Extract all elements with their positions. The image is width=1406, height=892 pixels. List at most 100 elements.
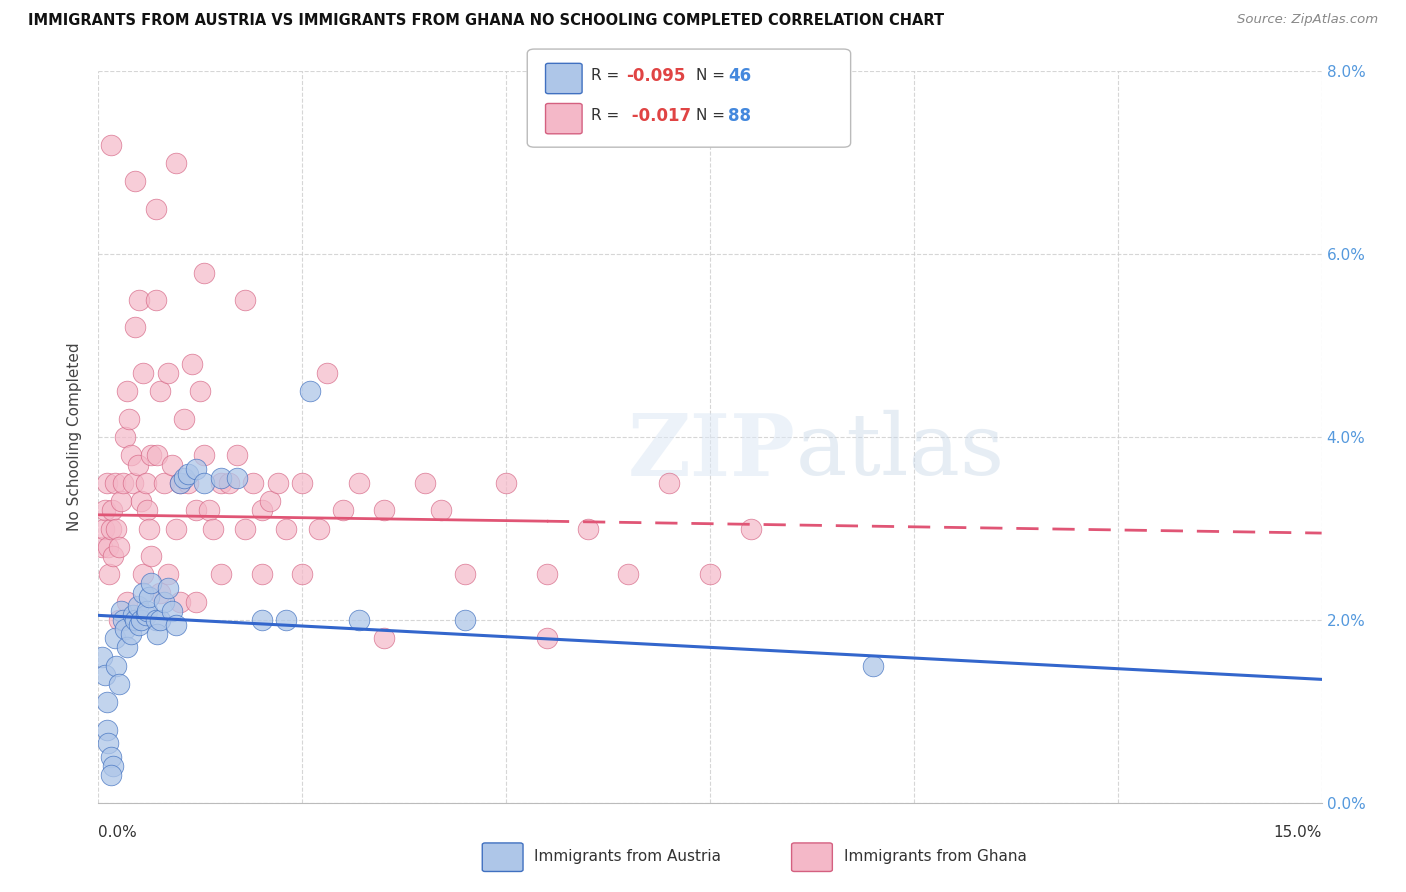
- Point: [209, 567, 232, 582]
- Point: [91, 540, 114, 554]
- Text: R =: R =: [591, 69, 624, 83]
- Text: Immigrants from Ghana: Immigrants from Ghana: [844, 849, 1026, 863]
- Text: 46: 46: [728, 67, 751, 85]
- Point: [233, 293, 256, 307]
- Point: [121, 608, 143, 623]
- Point: [332, 503, 354, 517]
- Point: [226, 449, 249, 463]
- Point: [115, 594, 138, 608]
- Point: [430, 503, 453, 517]
- Point: [124, 613, 146, 627]
- Point: [152, 594, 174, 608]
- Point: [349, 613, 371, 627]
- Point: [93, 521, 115, 535]
- Point: [250, 613, 273, 627]
- Point: [138, 521, 160, 535]
- Text: IMMIGRANTS FROM AUSTRIA VS IMMIGRANTS FROM GHANA NO SCHOOLING COMPLETED CORRELAT: IMMIGRANTS FROM AUSTRIA VS IMMIGRANTS FR…: [28, 13, 945, 29]
- Point: [862, 658, 884, 673]
- Point: [104, 475, 127, 490]
- Text: Immigrants from Austria: Immigrants from Austria: [534, 849, 721, 863]
- Point: [315, 366, 337, 380]
- Point: [165, 617, 187, 632]
- Point: [100, 137, 122, 152]
- Point: [101, 503, 124, 517]
- Point: [165, 521, 187, 535]
- Point: [100, 750, 122, 764]
- Point: [188, 384, 212, 399]
- Point: [146, 449, 169, 463]
- Point: [135, 608, 157, 623]
- Point: [160, 458, 183, 472]
- Point: [274, 521, 297, 535]
- Point: [193, 266, 215, 280]
- Point: [128, 293, 150, 307]
- Text: Source: ZipAtlas.com: Source: ZipAtlas.com: [1237, 13, 1378, 27]
- Point: [250, 567, 273, 582]
- Point: [242, 475, 264, 490]
- Point: [91, 649, 114, 664]
- Point: [274, 613, 297, 627]
- Point: [132, 585, 155, 599]
- Point: [299, 384, 322, 399]
- Text: N =: N =: [696, 109, 730, 123]
- Point: [104, 632, 127, 646]
- Point: [111, 475, 134, 490]
- Point: [576, 521, 599, 535]
- Point: [617, 567, 640, 582]
- Point: [141, 449, 163, 463]
- Point: [658, 475, 681, 490]
- Point: [128, 617, 150, 632]
- Point: [132, 567, 155, 582]
- Point: [169, 594, 191, 608]
- Point: [105, 658, 128, 673]
- Point: [94, 503, 117, 517]
- Point: [308, 521, 330, 535]
- Y-axis label: No Schooling Completed: No Schooling Completed: [67, 343, 83, 532]
- Point: [124, 174, 146, 188]
- Point: [108, 677, 131, 691]
- Point: [100, 521, 122, 535]
- Point: [177, 475, 200, 490]
- Point: [97, 540, 120, 554]
- Point: [96, 475, 118, 490]
- Point: [186, 462, 208, 476]
- Point: [740, 521, 762, 535]
- Text: -0.095: -0.095: [626, 67, 685, 85]
- Point: [173, 412, 195, 426]
- Point: [177, 467, 200, 481]
- Point: [145, 613, 167, 627]
- Point: [226, 471, 249, 485]
- Point: [136, 604, 159, 618]
- Point: [149, 613, 172, 627]
- Point: [156, 567, 179, 582]
- Point: [454, 613, 477, 627]
- Point: [98, 567, 121, 582]
- Point: [145, 293, 167, 307]
- Point: [127, 458, 149, 472]
- Point: [156, 366, 179, 380]
- Text: atlas: atlas: [796, 410, 1005, 493]
- Point: [186, 503, 208, 517]
- Point: [127, 599, 149, 614]
- Point: [141, 549, 163, 563]
- Point: [495, 475, 517, 490]
- Point: [111, 613, 134, 627]
- Point: [193, 475, 215, 490]
- Point: [156, 581, 179, 595]
- Point: [135, 475, 157, 490]
- Point: [454, 567, 477, 582]
- Point: [118, 412, 141, 426]
- Point: [108, 613, 131, 627]
- Point: [110, 604, 132, 618]
- Text: 15.0%: 15.0%: [1274, 825, 1322, 840]
- Point: [115, 640, 138, 655]
- Point: [97, 736, 120, 750]
- Text: 0.0%: 0.0%: [98, 825, 138, 840]
- Point: [536, 567, 558, 582]
- Point: [169, 475, 191, 490]
- Point: [699, 567, 721, 582]
- Point: [373, 503, 395, 517]
- Point: [373, 632, 395, 646]
- Point: [121, 475, 143, 490]
- Point: [136, 503, 159, 517]
